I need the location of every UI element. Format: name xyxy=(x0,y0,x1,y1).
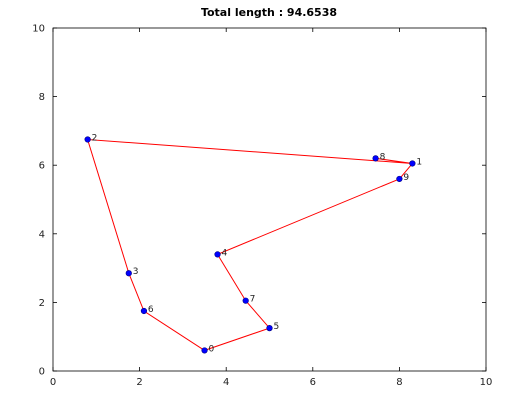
point-label-7: 7 xyxy=(250,295,256,305)
tour-points: 0 1 2 3 4 5 6 7 8 9 xyxy=(84,133,422,354)
point-marker-1 xyxy=(409,160,416,167)
point-marker-9 xyxy=(396,175,403,183)
point-label-3: 3 xyxy=(133,267,139,277)
y-tick-label: 8 xyxy=(39,92,45,103)
point-marker-2 xyxy=(84,136,91,143)
point-marker-7 xyxy=(242,297,249,304)
y-tick-label: 2 xyxy=(39,298,45,309)
point-label-2: 2 xyxy=(92,133,98,143)
point-marker-3 xyxy=(125,270,132,277)
point-marker-5 xyxy=(266,325,273,332)
point-label-9: 9 xyxy=(403,173,409,183)
x-tick-label: 10 xyxy=(480,377,493,388)
x-tick-label: 8 xyxy=(396,377,402,388)
y-tick-label: 0 xyxy=(39,367,45,378)
point-label-6: 6 xyxy=(148,305,154,315)
y-tick-label: 6 xyxy=(39,161,45,172)
point-marker-0 xyxy=(201,347,208,354)
y-tick-label: 10 xyxy=(32,24,45,35)
point-label-4: 4 xyxy=(222,248,228,258)
point-marker-6 xyxy=(140,307,148,315)
x-tick-label: 2 xyxy=(136,377,142,388)
point-label-8: 8 xyxy=(380,152,386,162)
x-tick-label: 0 xyxy=(50,377,56,388)
point-marker-8 xyxy=(372,155,379,162)
point-label-1: 1 xyxy=(416,157,422,167)
point-label-0: 0 xyxy=(209,344,215,354)
point-label-5: 5 xyxy=(274,322,280,332)
x-tick-label: 6 xyxy=(310,377,316,388)
plot-area xyxy=(52,27,487,372)
y-tick-label: 4 xyxy=(39,229,45,240)
x-tick-label: 4 xyxy=(223,377,229,388)
chart-title: Total length : 94.6538 xyxy=(201,6,337,19)
point-marker-4 xyxy=(214,251,221,258)
